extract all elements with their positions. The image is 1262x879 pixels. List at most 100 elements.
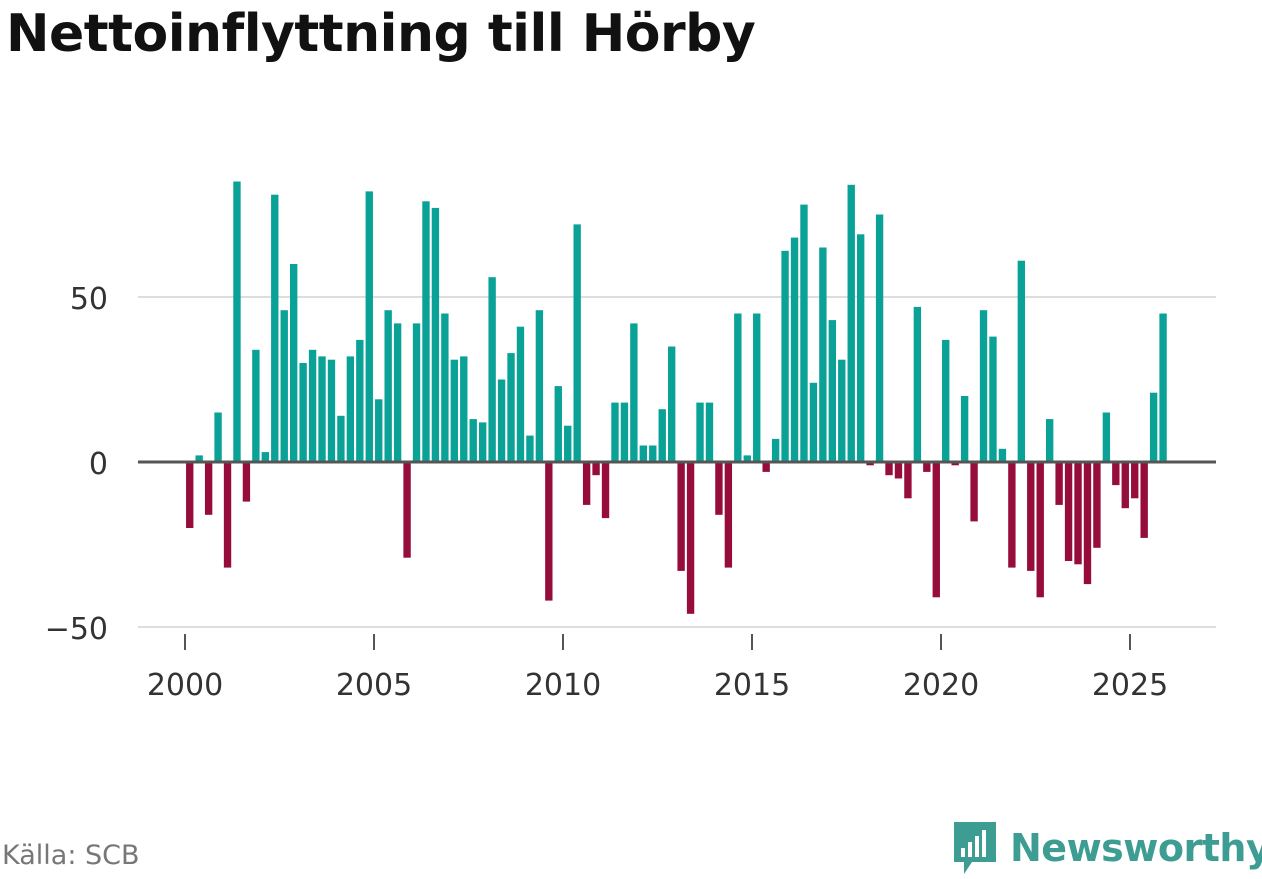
- bar: [611, 402, 619, 462]
- bar: [280, 310, 288, 462]
- bar: [970, 462, 978, 522]
- bar: [979, 310, 988, 462]
- bar: [1055, 462, 1063, 505]
- bar: [403, 462, 411, 558]
- bar: [592, 462, 600, 476]
- chart-title: Nettoinflyttning till Hörby: [6, 4, 756, 64]
- bar: [620, 402, 629, 462]
- bar: [393, 323, 402, 462]
- bar: [828, 320, 837, 462]
- x-tick-label: 2000: [147, 668, 223, 703]
- bar: [327, 359, 336, 462]
- bar: [630, 323, 638, 462]
- y-tick-label: −50: [45, 612, 108, 647]
- bar: [875, 214, 884, 462]
- x-tick-label: 2025: [1092, 668, 1168, 703]
- bar: [658, 409, 666, 462]
- brand-name: Newsworthy: [1010, 826, 1262, 870]
- bar: [639, 445, 648, 462]
- bar: [431, 207, 440, 462]
- bar: [1112, 462, 1120, 486]
- source-label: Källa: SCB: [2, 840, 140, 871]
- bar: [507, 353, 515, 462]
- bar: [204, 462, 213, 515]
- bar: [1064, 462, 1073, 561]
- bar: [214, 412, 222, 462]
- bar: [365, 191, 373, 462]
- bar: [186, 462, 194, 528]
- bar: [1074, 462, 1082, 565]
- x-tick-label: 2010: [525, 668, 601, 703]
- bar: [705, 402, 714, 462]
- bar: [686, 462, 695, 614]
- bar: [885, 462, 893, 476]
- bar: [734, 313, 742, 462]
- bar: [526, 435, 534, 462]
- bar: [960, 396, 969, 462]
- bars: [186, 181, 1167, 614]
- bar: [1131, 462, 1139, 499]
- bar: [601, 462, 610, 519]
- x-tick-label: 2005: [336, 668, 412, 703]
- bar: [1017, 260, 1026, 462]
- bar: [488, 277, 496, 462]
- bar: [809, 382, 818, 462]
- bar: [942, 339, 950, 462]
- bar: [573, 224, 581, 462]
- grid-lines: [138, 296, 1216, 628]
- bar: [1140, 462, 1148, 538]
- bar: [913, 306, 922, 462]
- bar: [375, 399, 383, 462]
- bar: [289, 264, 298, 462]
- bar: [252, 349, 260, 462]
- bar: [894, 462, 903, 479]
- bar: [271, 194, 279, 462]
- bar: [469, 419, 477, 462]
- bar: [649, 445, 657, 462]
- bar: [1102, 412, 1111, 462]
- bar: [1093, 462, 1101, 548]
- bar: [582, 462, 591, 505]
- bar-chart: −50 0 50 2000 2005 2010 2015 2020 2025: [45, 181, 1216, 703]
- bar: [337, 415, 345, 462]
- bar: [1045, 419, 1054, 462]
- newsworthy-logo[interactable]: Newsworthy: [950, 818, 1262, 878]
- bar: [771, 438, 780, 462]
- bar: [261, 452, 270, 462]
- bar: [450, 359, 459, 462]
- bar: [932, 462, 940, 598]
- x-tick-label: 2015: [714, 668, 790, 703]
- bar: [847, 184, 855, 463]
- y-tick-label: 0: [89, 447, 108, 482]
- bar: [923, 462, 931, 472]
- y-tick-label: 50: [70, 282, 108, 317]
- x-axis-ticks: 2000 2005 2010 2015 2020 2025: [147, 634, 1168, 703]
- bar: [1027, 462, 1035, 571]
- bar: [223, 462, 232, 568]
- bar: [781, 250, 789, 462]
- bar: [346, 356, 355, 462]
- bar: [554, 386, 562, 462]
- bar: [564, 425, 572, 462]
- bar: [545, 462, 553, 601]
- bar: [308, 349, 317, 462]
- bar: [516, 326, 525, 462]
- bar: [535, 310, 544, 462]
- bar: [677, 462, 685, 571]
- bar: [233, 181, 241, 462]
- bar: [356, 339, 364, 462]
- bar: [460, 356, 468, 462]
- newsworthy-logo-icon: [954, 822, 996, 874]
- bar: [696, 402, 704, 462]
- bar: [441, 313, 449, 462]
- bar: [384, 310, 392, 462]
- bar: [195, 455, 203, 462]
- bar: [1083, 462, 1092, 585]
- bar: [1149, 392, 1158, 462]
- bar: [1159, 313, 1167, 462]
- bar: [715, 462, 723, 515]
- bar: [856, 234, 865, 462]
- bar: [422, 201, 430, 463]
- bar: [1121, 462, 1129, 509]
- bar: [667, 346, 676, 462]
